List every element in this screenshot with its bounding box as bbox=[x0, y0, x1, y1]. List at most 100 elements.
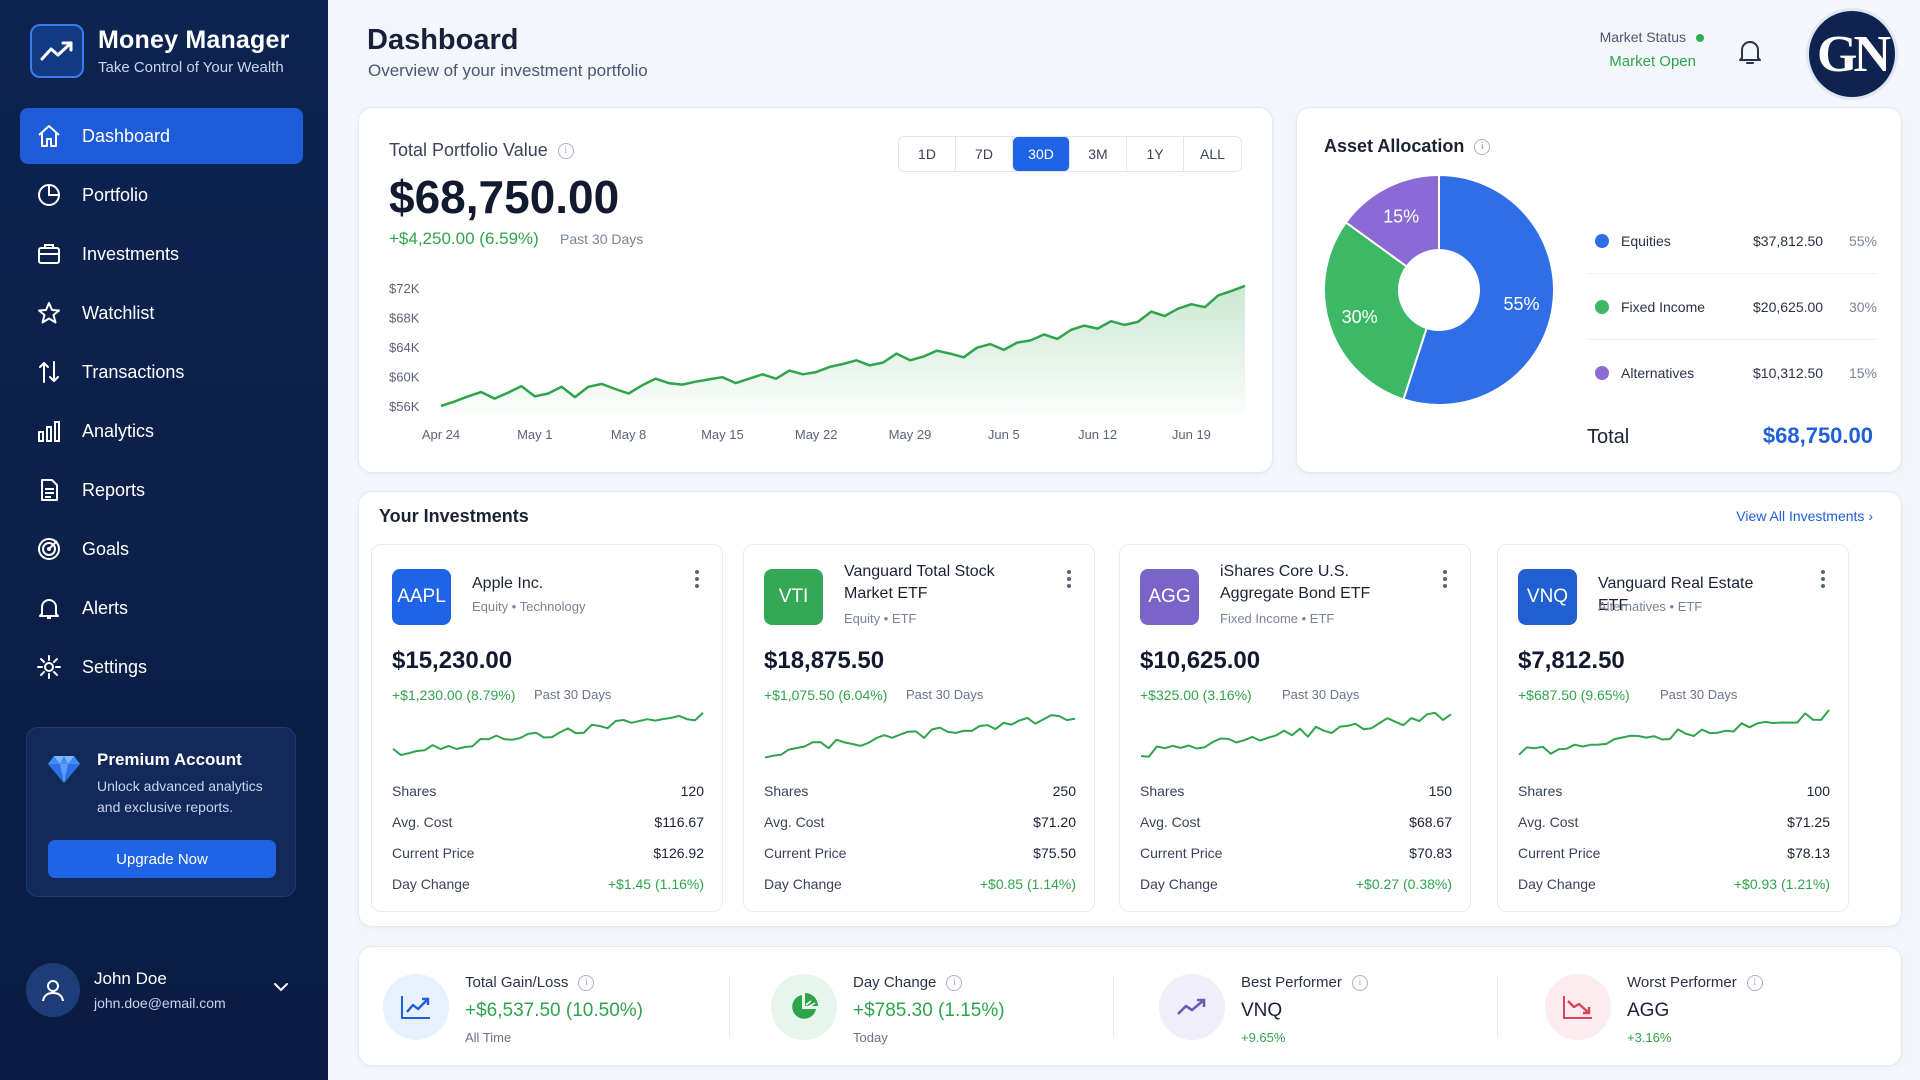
donut-slice-alternatives[interactable] bbox=[1344, 173, 1440, 268]
info-icon[interactable]: i bbox=[1746, 975, 1763, 992]
legend-row: Alternatives $10,312.50 15% bbox=[1587, 340, 1877, 406]
notification-bell-icon[interactable] bbox=[1737, 38, 1763, 71]
sidebar-item-label: Investments bbox=[82, 243, 180, 264]
range-1d[interactable]: 1D bbox=[899, 137, 956, 171]
stat-value: +$0.85 (1.14%) bbox=[979, 875, 1076, 892]
sidebar-item-label: Watchlist bbox=[82, 302, 155, 323]
summary-foot: +9.65% bbox=[1241, 1030, 1286, 1045]
investment-card-vti[interactable]: VTI Vanguard Total Stock Market ETF Equity… bbox=[743, 544, 1095, 912]
investment-value: $10,625.00 bbox=[1140, 647, 1261, 674]
allocation-total-value: $68,750.00 bbox=[1762, 423, 1873, 448]
chevron-down-icon[interactable] bbox=[272, 978, 290, 1001]
ticker-badge: VTI bbox=[764, 569, 823, 625]
stat-row: Day Change +$1.45 (1.16%) bbox=[392, 868, 704, 899]
investment-card-vnq[interactable]: VNQ Vanguard Real Estate ETF Alternatives … bbox=[1497, 544, 1849, 912]
more-options-icon[interactable] bbox=[1066, 569, 1072, 594]
investment-name: Vanguard Real Estate ETF bbox=[1598, 575, 1754, 614]
x-tick-label: Apr 24 bbox=[422, 427, 460, 442]
star-icon bbox=[36, 300, 62, 326]
stat-row: Avg. Cost $71.25 bbox=[1518, 806, 1830, 837]
investment-card-agg[interactable]: AGG iShares Core U.S. Aggregate Bond ETF F… bbox=[1119, 544, 1471, 912]
investment-value: $15,230.00 bbox=[392, 647, 513, 674]
chart-series-line bbox=[440, 284, 1246, 408]
market-status: Market Status Market Open bbox=[1600, 29, 1704, 70]
stat-label: Avg. Cost bbox=[764, 813, 825, 830]
sidebar-item-dashboard[interactable]: Dashboard bbox=[20, 108, 303, 164]
ticker-badge: VNQ bbox=[1518, 569, 1577, 625]
sidebar-item-investments[interactable]: Investments bbox=[20, 226, 303, 282]
stat-label: Day Change bbox=[1140, 875, 1218, 892]
info-icon[interactable]: i bbox=[1474, 139, 1491, 156]
donut-slice-equities[interactable] bbox=[1402, 173, 1555, 406]
sidebar-item-alerts[interactable]: Alerts bbox=[20, 580, 303, 636]
stat-row: Avg. Cost $68.67 bbox=[1140, 806, 1452, 837]
investment-card-aapl[interactable]: AAPL Apple Inc. Equity • Technology $15,230… bbox=[371, 544, 723, 912]
donut-slice-fixed-income[interactable] bbox=[1323, 221, 1428, 401]
more-options-icon[interactable] bbox=[1820, 569, 1826, 594]
chart-area-fill bbox=[441, 285, 1245, 414]
sparkline-line bbox=[1518, 709, 1830, 756]
info-icon[interactable]: i bbox=[1351, 975, 1368, 992]
sidebar-item-analytics[interactable]: Analytics bbox=[20, 403, 303, 459]
legend-row: Equities $37,812.50 55% bbox=[1587, 208, 1877, 274]
investment-category: Equity • Technology bbox=[472, 599, 586, 614]
brand-subtitle: Take Control of Your Wealth bbox=[98, 59, 284, 76]
view-all-investments-link[interactable]: View All Investments › bbox=[1736, 508, 1873, 524]
sidebar-item-watchlist[interactable]: Watchlist bbox=[20, 285, 303, 341]
sidebar-item-reports[interactable]: Reports bbox=[20, 462, 303, 518]
gn-logo[interactable]: GN bbox=[1806, 8, 1898, 100]
more-options-icon[interactable] bbox=[1442, 569, 1448, 594]
allocation-title: Asset Allocation i bbox=[1324, 136, 1491, 157]
divider bbox=[1113, 977, 1114, 1037]
sidebar-item-transactions[interactable]: Transactions bbox=[20, 344, 303, 400]
range-all[interactable]: ALL bbox=[1200, 146, 1225, 162]
info-icon[interactable]: i bbox=[557, 143, 574, 160]
x-tick-label: Jun 5 bbox=[988, 427, 1020, 442]
brand[interactable]: Money Manager Take Control of Your Wealt… bbox=[30, 24, 290, 78]
summary-label: Total Gain/Loss bbox=[465, 974, 569, 991]
range-3m[interactable]: 3M bbox=[1070, 137, 1127, 171]
sidebar-item-portfolio[interactable]: Portfolio bbox=[20, 167, 303, 223]
range-1y[interactable]: 1Y bbox=[1127, 137, 1184, 171]
sparkline-line bbox=[392, 712, 704, 756]
info-icon[interactable]: i bbox=[578, 975, 595, 992]
legend-dot bbox=[1595, 233, 1609, 248]
investment-change: +$1,230.00 (8.79%) bbox=[392, 687, 516, 703]
user-menu[interactable]: John Doe john.doe@email.com bbox=[26, 960, 296, 1020]
investment-name: Apple Inc. bbox=[472, 575, 544, 592]
upgrade-button[interactable]: Upgrade Now bbox=[48, 840, 276, 878]
sidebar-item-goals[interactable]: Goals bbox=[20, 521, 303, 577]
info-icon[interactable]: i bbox=[946, 975, 963, 992]
summary-label: Best Performer bbox=[1241, 974, 1342, 991]
page-subtitle: Overview of your investment portfolio bbox=[368, 61, 648, 80]
y-tick-label: $72K bbox=[389, 281, 420, 296]
legend-percent: 15% bbox=[1848, 365, 1877, 381]
investment-change: +$325.00 (3.16%) bbox=[1140, 687, 1252, 703]
investment-change: +$1,075.50 (6.04%) bbox=[764, 687, 888, 703]
x-tick-label: May 8 bbox=[611, 427, 646, 442]
trending-down-icon bbox=[1545, 974, 1611, 1040]
summary-value: VNQ bbox=[1241, 1000, 1283, 1021]
investment-sparkline bbox=[1140, 711, 1452, 758]
allocation-donut-chart: 55% 30% 15% bbox=[1323, 173, 1555, 406]
stat-value: $126.92 bbox=[653, 844, 704, 861]
sidebar-item-label: Analytics bbox=[82, 420, 155, 441]
legend-row: Fixed Income $20,625.00 30% bbox=[1587, 274, 1877, 340]
stat-value: +$1.45 (1.16%) bbox=[607, 875, 704, 892]
stat-row: Day Change +$0.85 (1.14%) bbox=[764, 868, 1076, 899]
stat-value: $71.20 bbox=[1033, 813, 1076, 830]
bell-icon bbox=[36, 595, 62, 621]
range-30d[interactable]: 30D bbox=[1013, 137, 1070, 171]
legend-dot bbox=[1595, 299, 1609, 314]
sidebar-item-label: Dashboard bbox=[82, 125, 171, 146]
more-options-icon[interactable] bbox=[694, 569, 700, 594]
sidebar-item-label: Settings bbox=[82, 656, 148, 677]
investment-stats: Shares 150 Avg. Cost $68.67 Current Price $70… bbox=[1140, 775, 1452, 899]
market-status-value: Market Open bbox=[1609, 53, 1696, 70]
sidebar-item-settings[interactable]: Settings bbox=[20, 639, 303, 695]
legend-dot bbox=[1595, 366, 1609, 380]
asset-allocation-card: Asset Allocation i 55% 30% 15% Equities $37… bbox=[1296, 107, 1902, 473]
range-7d[interactable]: 7D bbox=[956, 137, 1013, 171]
divider bbox=[1497, 977, 1498, 1037]
